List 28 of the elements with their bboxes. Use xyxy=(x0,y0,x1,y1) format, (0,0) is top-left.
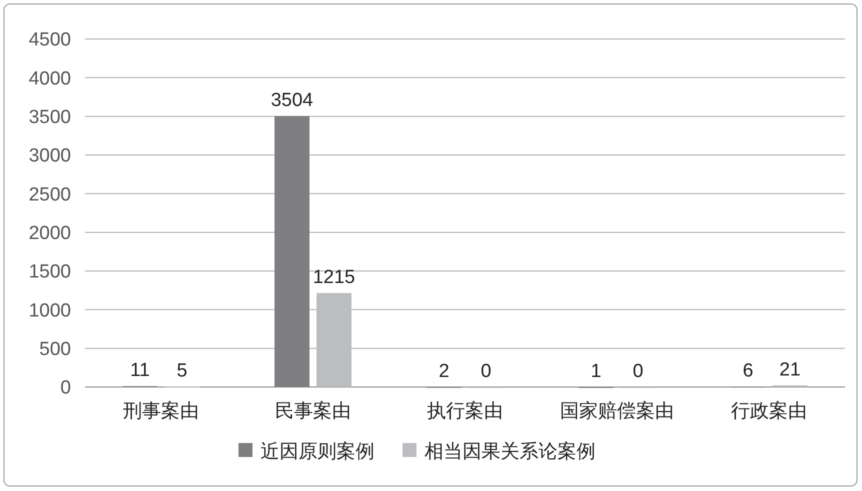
y-tick-label: 3000 xyxy=(28,146,71,167)
y-tick-label: 1500 xyxy=(28,262,71,283)
data-label: 0 xyxy=(632,361,644,382)
data-label: 1215 xyxy=(312,267,356,288)
data-label: 6 xyxy=(742,360,754,382)
data-label: 11 xyxy=(130,360,150,382)
x-tick-label: 刑事案由 xyxy=(123,400,199,422)
y-tick-label: 2500 xyxy=(28,184,71,206)
y-tick-label: 4000 xyxy=(28,68,71,90)
y-tick-label: 4500 xyxy=(28,30,71,51)
x-tick-label: 国家赔偿案由 xyxy=(560,400,674,422)
y-tick-label: 1000 xyxy=(28,300,71,322)
x-tick-label: 执行案由 xyxy=(427,400,503,422)
data-label: 3504 xyxy=(270,90,314,112)
data-label: 5 xyxy=(176,360,188,382)
y-tick-label: 0 xyxy=(60,378,71,399)
y-tick-label: 500 xyxy=(39,338,71,360)
data-label: 21 xyxy=(779,359,801,380)
x-tick-label: 行政案由 xyxy=(731,400,807,422)
data-label: 0 xyxy=(480,361,492,382)
y-tick-label: 3500 xyxy=(28,106,71,128)
legend-label: 近因原则案例 xyxy=(260,440,374,463)
x-tick-label: 民事案由 xyxy=(275,400,351,422)
y-tick-label: 2000 xyxy=(28,222,71,244)
legend-label: 相当因果关系论案例 xyxy=(424,440,596,463)
data-label: 2 xyxy=(438,360,450,382)
data-label: 1 xyxy=(590,360,602,382)
bar xyxy=(316,293,352,387)
